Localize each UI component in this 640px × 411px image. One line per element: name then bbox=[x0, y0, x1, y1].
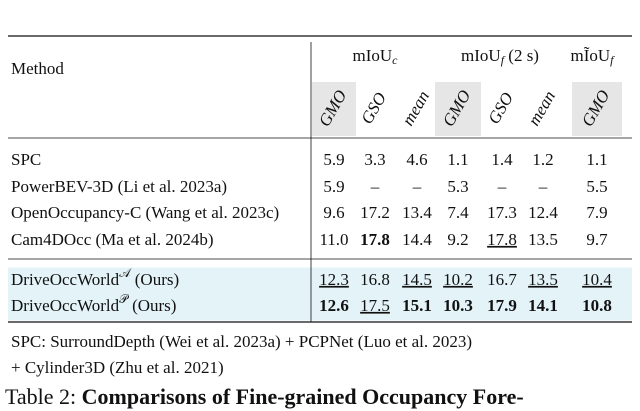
shades bbox=[8, 82, 632, 321]
column-shade bbox=[572, 82, 622, 136]
cell: 17.3 bbox=[487, 203, 517, 222]
caption: Table 2: Comparisons of Fine-grained Occ… bbox=[5, 384, 524, 409]
cell: 4.6 bbox=[406, 150, 427, 169]
method-name: OpenOccupancy-C (Wang et al. 2023c) bbox=[11, 203, 279, 222]
cell: 12.6 bbox=[319, 296, 349, 315]
cell: 17.8 bbox=[487, 230, 517, 249]
group-sub: c bbox=[392, 53, 398, 67]
cell: 14.5 bbox=[402, 270, 432, 289]
cell: 12.4 bbox=[528, 203, 558, 222]
method-header: Method bbox=[11, 59, 64, 78]
cell: 10.3 bbox=[443, 296, 473, 315]
caption-label: Table 2: bbox=[5, 384, 82, 409]
column-shade bbox=[435, 82, 481, 136]
cell: 7.4 bbox=[447, 203, 469, 222]
method-name: SPC bbox=[11, 150, 41, 169]
cell: – bbox=[538, 177, 548, 196]
cell: – bbox=[370, 177, 380, 196]
method-suffix: (Ours) bbox=[128, 296, 177, 315]
method-base: DriveOccWorld bbox=[11, 270, 120, 289]
cell: 9.6 bbox=[323, 203, 344, 222]
group-header: mĨoUf bbox=[570, 46, 615, 67]
method-base: OpenOccupancy-C (Wang et al. 2023c) bbox=[11, 203, 279, 222]
cell: 1.4 bbox=[491, 150, 513, 169]
cell: 16.7 bbox=[487, 270, 517, 289]
cell: 10.2 bbox=[443, 270, 473, 289]
row-highlight bbox=[8, 293, 632, 321]
cell: 9.2 bbox=[447, 230, 468, 249]
group-suffix: (2 s) bbox=[504, 46, 539, 65]
cell: 9.7 bbox=[586, 230, 608, 249]
cell: 14.4 bbox=[402, 230, 432, 249]
method-suffix: (Ours) bbox=[131, 270, 180, 289]
cell: 5.5 bbox=[586, 177, 607, 196]
cell: 15.1 bbox=[402, 296, 432, 315]
column-shade bbox=[312, 82, 356, 136]
cell: 14.1 bbox=[528, 296, 558, 315]
cell: 10.4 bbox=[582, 270, 612, 289]
cell: 13.5 bbox=[528, 270, 558, 289]
method-base: SPC bbox=[11, 150, 41, 169]
method-sup: 𝒫 bbox=[119, 292, 129, 306]
group-base: mĨoU bbox=[570, 46, 610, 65]
method-name: DriveOccWorld𝒫 (Ours) bbox=[11, 292, 176, 315]
cell: 16.8 bbox=[360, 270, 390, 289]
footnote: SPC: SurroundDepth (Wei et al. 2023a) + … bbox=[11, 332, 472, 351]
group-header: mIoUc bbox=[353, 46, 399, 67]
group-header: mIoUf (2 s) bbox=[461, 46, 539, 67]
method-name: PowerBEV-3D (Li et al. 2023a) bbox=[11, 177, 227, 196]
method-base: PowerBEV-3D (Li et al. 2023a) bbox=[11, 177, 227, 196]
cell: – bbox=[412, 177, 422, 196]
cell: 5.3 bbox=[447, 177, 468, 196]
cell: 3.3 bbox=[364, 150, 385, 169]
cell: – bbox=[497, 177, 507, 196]
cell: 12.3 bbox=[319, 270, 349, 289]
cell: 17.2 bbox=[360, 203, 390, 222]
cell: 13.5 bbox=[528, 230, 558, 249]
group-base: mIoU bbox=[461, 46, 501, 65]
group-base: mIoU bbox=[353, 46, 393, 65]
row-highlight bbox=[8, 267, 632, 295]
cell: 17.8 bbox=[360, 230, 390, 249]
footnote: + Cylinder3D (Zhu et al. 2021) bbox=[11, 358, 224, 377]
method-name: DriveOccWorld𝒜 (Ours) bbox=[11, 266, 179, 289]
cell: 7.9 bbox=[586, 203, 607, 222]
cell: 10.8 bbox=[582, 296, 612, 315]
cell: 17.5 bbox=[360, 296, 390, 315]
cell: 5.9 bbox=[323, 177, 344, 196]
group-sub: f bbox=[610, 53, 615, 67]
method-name: Cam4DOcc (Ma et al. 2024b) bbox=[11, 230, 214, 249]
cell: 17.9 bbox=[487, 296, 517, 315]
cell: 1.1 bbox=[447, 150, 468, 169]
cell: 5.9 bbox=[323, 150, 344, 169]
cell: 13.4 bbox=[402, 203, 432, 222]
method-base: DriveOccWorld bbox=[11, 296, 120, 315]
cell: 1.2 bbox=[532, 150, 553, 169]
method-sup: 𝒜 bbox=[119, 266, 132, 280]
cell: 1.1 bbox=[586, 150, 607, 169]
method-base: Cam4DOcc (Ma et al. 2024b) bbox=[11, 230, 214, 249]
cell: 11.0 bbox=[319, 230, 348, 249]
group-sub: f bbox=[501, 53, 506, 67]
caption-text: Comparisons of Fine-grained Occupancy Fo… bbox=[82, 384, 524, 409]
